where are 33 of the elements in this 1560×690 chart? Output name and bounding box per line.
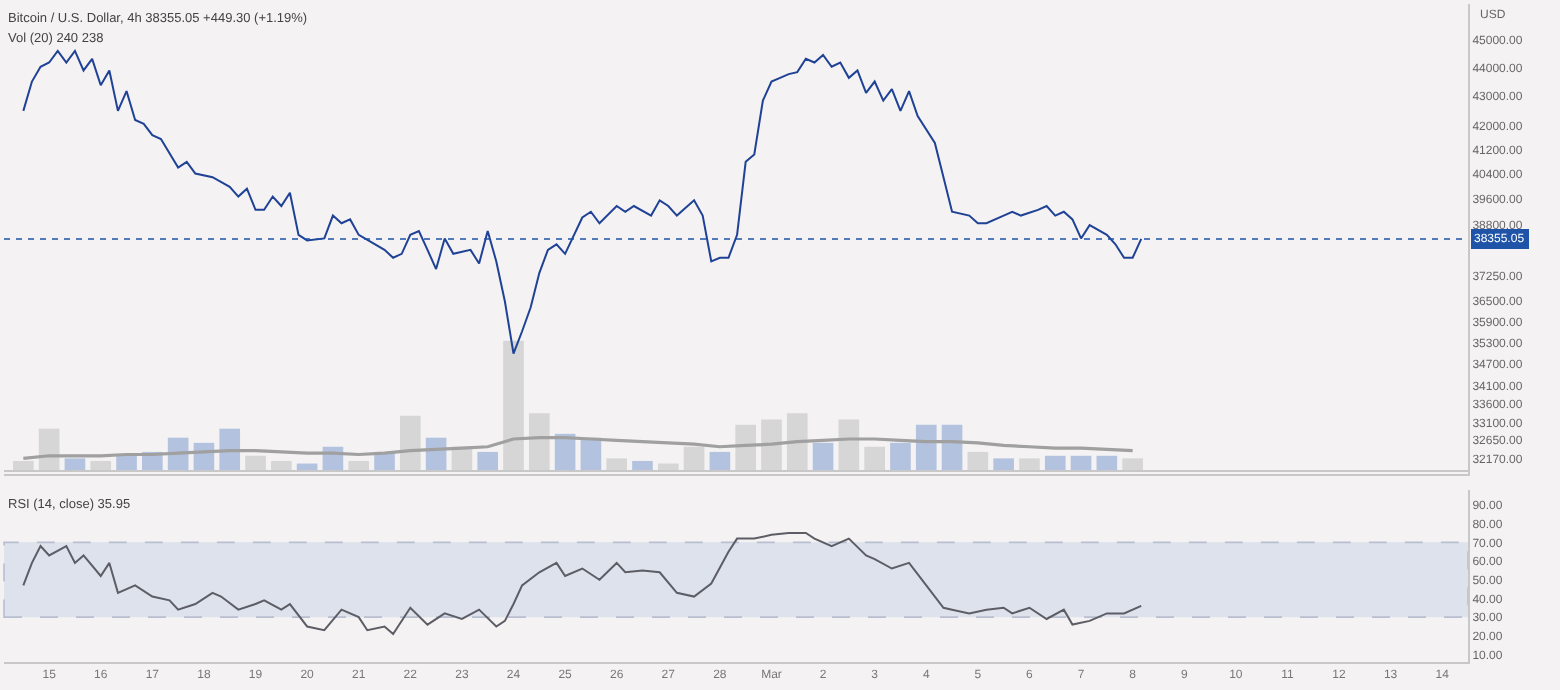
bar [735,424,756,470]
bar [1122,458,1143,470]
bar [632,460,653,470]
bar [399,415,421,470]
bar [116,455,137,470]
bar [786,413,808,470]
bar [1019,458,1040,470]
bar [915,424,937,470]
bar [941,424,963,470]
bar [606,458,627,470]
bar [296,463,318,470]
bar [993,458,1014,470]
bar [219,428,241,470]
bar [90,460,112,470]
bar [967,451,989,470]
bar [890,442,911,470]
bar [683,446,705,470]
bar [1096,455,1118,470]
bar [477,451,499,470]
bar [64,458,86,470]
bar [271,460,292,470]
bar [528,413,550,470]
bar [503,340,524,470]
bar [348,460,370,470]
bar [245,455,266,470]
bar [657,463,679,470]
bar [1070,455,1092,470]
bar [761,419,782,470]
bar [864,446,885,470]
bar [1044,455,1066,470]
bar [13,460,34,470]
bar [709,451,731,470]
bar [812,442,834,470]
